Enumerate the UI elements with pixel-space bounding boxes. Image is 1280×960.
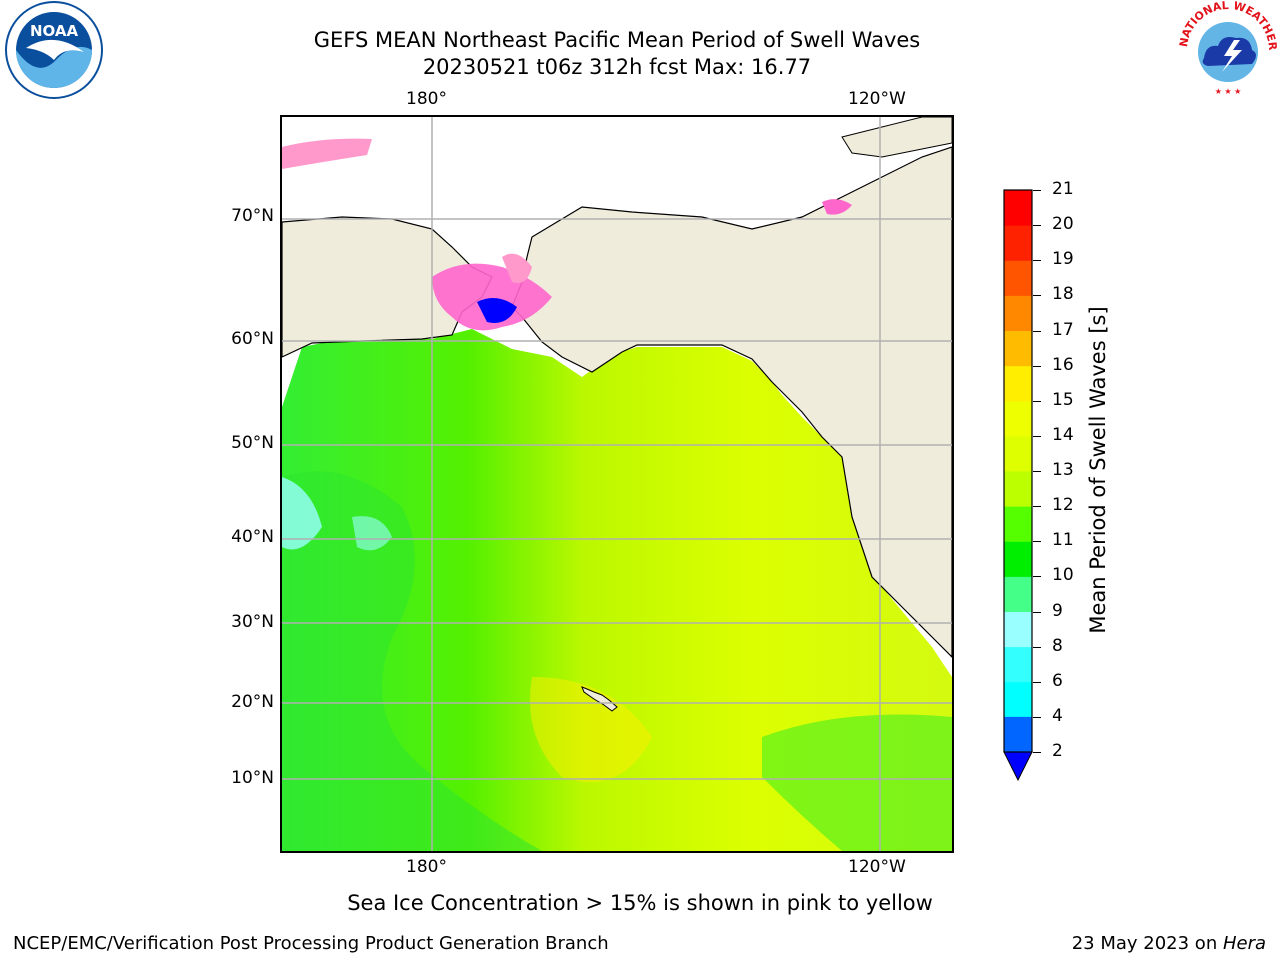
sea-ice-core [477,298,517,323]
colorbar-tick-label: 8 [1052,635,1063,656]
colorbar-tick-label: 19 [1052,249,1074,270]
colorbar-segment [1004,330,1032,367]
hawaii-islands [581,686,618,712]
colorbar-tick [1033,400,1041,402]
colorbar [1003,189,1033,782]
colorbar-tick [1033,225,1041,227]
colorbar-tick-label: 17 [1052,319,1074,340]
svg-text:NOAA: NOAA [30,22,79,40]
colorbar-tick [1033,611,1041,613]
ocean-patch-green [282,471,542,851]
colorbar-tick-label: 16 [1052,354,1074,375]
colorbar-tick-label: 18 [1052,284,1074,305]
lon-label-bottom-180: 180° [406,857,447,877]
colorbar-tick [1033,260,1041,262]
colorbar-segment [1004,260,1032,296]
colorbar-tick-label: 10 [1052,565,1074,586]
colorbar-segment [1004,190,1032,226]
colorbar-tick [1033,471,1041,472]
colorbar-tick [1033,541,1041,543]
colorbar-tick-label: 9 [1052,600,1063,621]
colorbar-tick [1033,435,1041,437]
colorbar-tick [1033,576,1041,578]
colorbar-segment [1004,611,1032,648]
lat-label-20n: 20°N [231,692,274,712]
colorbar-outline [1003,189,1033,753]
colorbar-segment [1004,295,1032,331]
colorbar-segment [1004,225,1032,261]
colorbar-tick-label: 11 [1052,530,1074,551]
sea-ice-note-text: Sea Ice Concentration > 15% is shown in … [347,891,933,915]
colorbar-segment [1004,365,1032,402]
footer-date: 23 May 2023 on [1071,933,1223,954]
colorbar-segment [1004,576,1032,612]
grid-lines [282,117,952,851]
colorbar-tick-label: 13 [1052,460,1074,480]
sea-ice-beaufort [822,199,852,215]
lat-label-40n: 40°N [231,527,274,547]
ocean-patch-green-se [762,714,952,851]
colorbar-tick-label: 12 [1052,495,1074,516]
land-alaska-canada [511,146,952,658]
colorbar-segment [1004,506,1032,542]
colorbar-tick [1033,190,1041,191]
colorbar-tick-label: 21 [1052,179,1074,199]
lat-label-60n: 60°N [231,329,274,349]
lat-label-10n: 10°N [231,768,274,788]
colorbar-tick-label: 15 [1052,389,1074,410]
lat-label-70n: 70°N [231,206,274,226]
colorbar-tick [1033,330,1041,332]
colorbar-tick [1033,752,1041,753]
sea-ice-note: Sea Ice Concentration > 15% is shown in … [0,891,1280,915]
colorbar-segment [1004,435,1032,472]
colorbar-segment [1004,400,1032,437]
lon-label-bottom-120w: 120°W [848,857,906,877]
colorbar-tick [1033,365,1041,367]
nws-logo: NATIONAL WEATHER SERVICE ★ ★ ★ [1178,0,1278,98]
colorbar-tick [1033,295,1041,297]
map-canvas [282,117,952,851]
colorbar-tick-label: 2 [1052,741,1063,761]
colorbar-segment [1004,471,1032,507]
colorbar-tick-label: 20 [1052,214,1074,235]
title-line-2: 20230521 t06z 312h fcst Max: 16.77 [422,55,812,79]
lon-label-top-120w: 120°W [848,89,906,109]
colorbar-tick-label: 4 [1052,705,1063,726]
title-line-1: GEFS MEAN Northeast Pacific Mean Period … [313,28,921,52]
land-arctic-islands [841,117,952,158]
lon-label-top-180: 180° [406,89,447,109]
sea-ice-arctic-strip [282,138,372,169]
colorbar-extend-arrow [1003,751,1033,782]
colorbar-tick [1033,646,1041,648]
svg-text:★ ★ ★: ★ ★ ★ [1215,87,1242,96]
ocean-swell-field [282,329,952,851]
ocean-patch-cyan-2 [352,516,392,551]
colorbar-segment [1004,646,1032,683]
colorbar-segment [1004,541,1032,577]
footer-left: NCEP/EMC/Verification Post Processing Pr… [13,933,609,954]
colorbar-tick [1033,716,1041,718]
lat-label-30n: 30°N [231,612,274,632]
footer-right: 23 May 2023 on Hera [1072,933,1266,954]
map-panel [280,115,954,853]
colorbar-segment [1004,716,1032,752]
sea-ice-chukchi [502,253,532,283]
lat-label-50n: 50°N [231,433,274,453]
noaa-logo: NOAA [5,1,103,99]
colorbar-tick-label: 6 [1052,670,1063,691]
colorbar-label: Mean Period of Swell Waves [s] [1086,306,1110,634]
colorbar-tick [1033,506,1041,508]
ocean-patch-cyan [282,477,322,550]
footer-machine: Hera [1222,933,1266,954]
colorbar-tick-label: 14 [1052,424,1074,445]
colorbar-tick [1033,681,1041,683]
colorbar-segment [1004,681,1032,718]
